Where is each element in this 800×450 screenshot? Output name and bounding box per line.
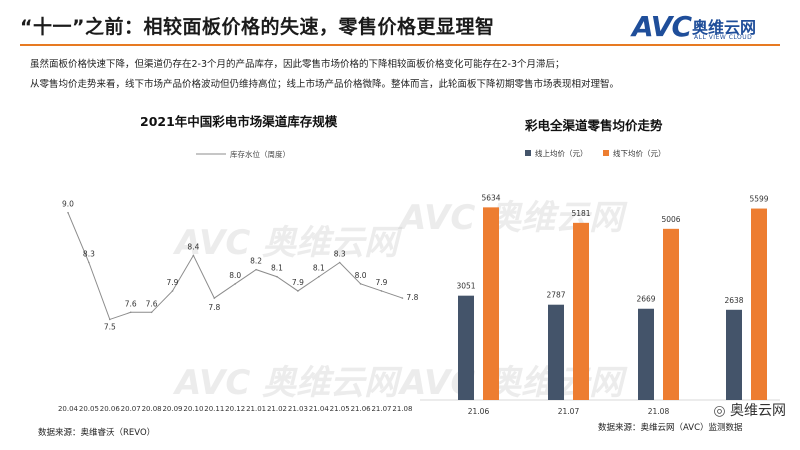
data-label: 8.4 bbox=[187, 242, 199, 251]
data-point bbox=[318, 275, 320, 278]
wechat-icon: ◎ bbox=[713, 403, 726, 419]
bar bbox=[458, 295, 474, 400]
line-chart-source: 数据来源：奥维睿沃（REVO） bbox=[38, 428, 156, 438]
bar bbox=[573, 222, 589, 400]
data-point bbox=[171, 290, 174, 292]
data-point bbox=[380, 290, 383, 292]
data-point bbox=[88, 261, 90, 264]
data-point bbox=[129, 311, 132, 314]
summary-line-2: 从零售均价走势来看，线下市场产品价格波动但仍维持高位；线上市场产品价格微降。整体… bbox=[30, 79, 620, 90]
data-label: 7.9 bbox=[292, 278, 304, 287]
avc-logo: AVC 奥维云网 ALL VIEW CLOUD bbox=[632, 10, 782, 46]
x-tick-label: 21.08 bbox=[392, 405, 412, 413]
x-tick-label: 21.07 bbox=[558, 407, 580, 416]
data-point bbox=[150, 311, 153, 314]
bar-chart-source: 数据来源：奥维云网（AVC）监测数据 bbox=[598, 423, 743, 433]
x-tick-label: 20.06 bbox=[100, 405, 121, 413]
data-point bbox=[192, 254, 195, 257]
data-label: 7.9 bbox=[167, 278, 179, 287]
x-tick-label: 20.10 bbox=[183, 405, 203, 413]
inventory-series-line bbox=[67, 212, 403, 321]
x-tick-label: 21.06 bbox=[468, 407, 490, 416]
data-point bbox=[109, 318, 111, 321]
x-tick-label: 20.11 bbox=[204, 405, 224, 413]
header-divider bbox=[20, 44, 780, 46]
bar-value-label: 2669 bbox=[636, 295, 655, 304]
bar bbox=[751, 208, 767, 400]
line-chart-title: 2021年中国彩电市场渠道库存规模 bbox=[140, 114, 338, 129]
x-tick-label: 21.04 bbox=[309, 405, 330, 413]
x-tick-label: 20.09 bbox=[162, 405, 182, 413]
x-tick-label: 21.08 bbox=[648, 407, 670, 416]
legend-label: 线下均价（元） bbox=[613, 148, 666, 158]
x-tick-label: 20.07 bbox=[121, 405, 141, 413]
x-tick-label: 20.12 bbox=[225, 405, 245, 413]
slide-title: “十一”之前：相较面板价格的失速，零售价格更显理智 bbox=[20, 16, 495, 38]
logo-chinese-name: 奥维云网 bbox=[692, 18, 757, 37]
bar-value-label: 3051 bbox=[456, 282, 475, 291]
data-label: 9.0 bbox=[62, 200, 74, 209]
bar bbox=[663, 228, 679, 400]
data-point bbox=[67, 211, 69, 214]
bar-value-label: 5006 bbox=[661, 215, 680, 224]
x-tick-label: 20.08 bbox=[142, 405, 162, 413]
data-point bbox=[255, 268, 257, 271]
bar bbox=[638, 308, 654, 400]
data-label: 7.9 bbox=[376, 278, 388, 287]
x-tick-label: 21.02 bbox=[267, 405, 287, 413]
logo-mark: AVC bbox=[632, 10, 692, 43]
legend-swatch bbox=[603, 150, 609, 156]
wechat-account-name: 奥维云网 bbox=[730, 403, 786, 419]
bar bbox=[548, 304, 564, 400]
x-tick-label: 21.01 bbox=[246, 405, 266, 413]
data-label: 7.5 bbox=[104, 322, 116, 331]
data-label: 8.3 bbox=[83, 250, 95, 259]
bar-value-label: 2638 bbox=[724, 296, 743, 305]
data-label: 8.0 bbox=[229, 271, 241, 280]
inventory-line-chart: 库存水位（周度） 9.0 8.3 7.5 7.6 7.6 7.9 8.4 7.8 8.0 8.2 8.… bbox=[58, 149, 419, 413]
bar-value-label: 5634 bbox=[481, 193, 500, 202]
data-point bbox=[213, 297, 216, 299]
bar-value-label: 5181 bbox=[571, 209, 590, 218]
bar-chart-title: 彩电全渠道零售均价走势 bbox=[525, 118, 663, 133]
data-label: 8.1 bbox=[313, 264, 325, 273]
data-point bbox=[338, 261, 341, 264]
legend-label: 线上均价（元） bbox=[535, 148, 588, 158]
data-label: 8.0 bbox=[355, 271, 367, 280]
x-tick-label: 20.04 bbox=[58, 405, 79, 413]
price-bar-chart: 线上均价（元） 线下均价（元） 3051 5634 21.06 2787 5181 21.07… bbox=[420, 148, 780, 416]
data-label: 7.8 bbox=[208, 303, 220, 312]
x-tick-label: 20.05 bbox=[79, 405, 99, 413]
data-point bbox=[276, 275, 278, 278]
data-label: 7.6 bbox=[146, 299, 158, 308]
x-tick-label: 21.05 bbox=[330, 405, 350, 413]
x-tick-label: 21.03 bbox=[288, 405, 308, 413]
bar-value-label: 5599 bbox=[749, 195, 768, 204]
data-label: 8.2 bbox=[250, 257, 262, 266]
x-tick-label: 21.07 bbox=[371, 405, 391, 413]
data-label: 8.1 bbox=[271, 264, 283, 273]
data-point bbox=[359, 283, 362, 285]
data-label: 8.3 bbox=[334, 250, 346, 259]
legend-label: 库存水位（周度） bbox=[230, 149, 290, 159]
data-label: 7.8 bbox=[406, 293, 418, 302]
bar bbox=[483, 207, 499, 400]
bar-value-label: 2787 bbox=[546, 291, 565, 300]
x-tick-label: 21.06 bbox=[351, 405, 372, 413]
data-label: 7.6 bbox=[125, 299, 137, 308]
summary-line-1: 虽然面板价格快速下降，但渠道仍存在2-3个月的产品库存，因此零售市场价格的下降相… bbox=[30, 59, 565, 70]
data-point bbox=[297, 290, 299, 292]
data-point bbox=[401, 297, 404, 299]
data-point bbox=[234, 283, 236, 285]
logo-english-name: ALL VIEW CLOUD bbox=[694, 34, 753, 41]
bar bbox=[726, 309, 742, 400]
legend-swatch bbox=[525, 150, 531, 156]
wechat-badge: ◎ 奥维云网 bbox=[713, 400, 786, 420]
